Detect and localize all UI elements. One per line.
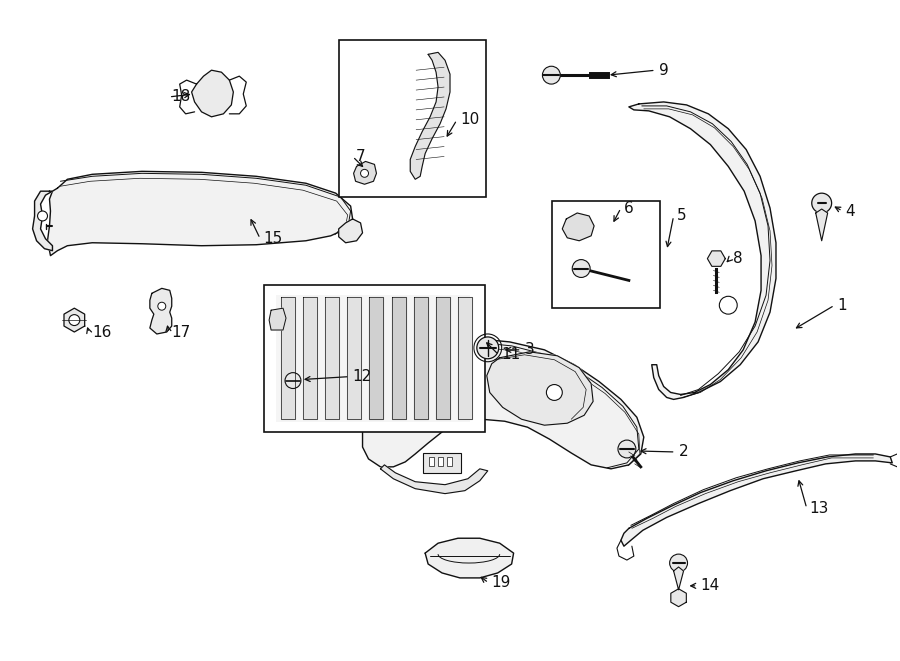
Bar [276,295,470,422]
Polygon shape [354,161,376,184]
Circle shape [572,260,590,278]
Circle shape [670,554,688,572]
Text: 10: 10 [460,112,479,128]
Polygon shape [192,70,233,117]
Text: 5: 5 [677,208,686,223]
Polygon shape [562,213,594,241]
Polygon shape [370,297,383,419]
Circle shape [719,296,737,314]
Polygon shape [487,352,593,425]
Polygon shape [673,567,683,590]
Text: 14: 14 [700,578,720,594]
Bar [338,40,486,197]
Circle shape [546,385,562,401]
Polygon shape [425,538,514,578]
Circle shape [812,193,832,213]
Bar [447,457,452,466]
Polygon shape [269,308,286,330]
Polygon shape [670,589,687,607]
Polygon shape [392,297,406,419]
Text: 7: 7 [356,149,365,164]
Text: 4: 4 [845,204,855,219]
Polygon shape [436,297,450,419]
Text: 15: 15 [263,231,283,247]
Text: 17: 17 [172,325,191,340]
Polygon shape [621,454,892,546]
Text: 18: 18 [172,89,191,104]
Polygon shape [281,297,295,419]
Polygon shape [32,191,52,251]
Circle shape [543,66,561,84]
Polygon shape [303,297,317,419]
Bar [553,201,660,308]
Polygon shape [338,219,363,243]
Text: 2: 2 [679,444,688,459]
Polygon shape [815,209,828,241]
Text: 13: 13 [810,501,829,516]
Text: 9: 9 [659,63,669,78]
Circle shape [38,211,48,221]
Polygon shape [458,297,472,419]
Text: 16: 16 [92,325,112,340]
Circle shape [158,302,166,310]
Circle shape [285,373,301,389]
Polygon shape [325,297,339,419]
Polygon shape [414,297,427,419]
Bar [423,453,461,473]
Circle shape [618,440,635,458]
Polygon shape [64,308,85,332]
Polygon shape [381,465,488,494]
Text: 1: 1 [838,297,847,313]
Bar [429,457,434,466]
Bar [265,286,485,432]
Polygon shape [410,52,450,179]
Polygon shape [363,338,644,469]
Circle shape [361,169,368,177]
Polygon shape [48,171,353,256]
Polygon shape [629,102,776,399]
Text: 6: 6 [624,200,634,215]
Circle shape [477,337,499,359]
Polygon shape [150,288,172,334]
Text: 12: 12 [353,369,372,384]
Text: 3: 3 [525,342,535,358]
Polygon shape [707,251,725,266]
Polygon shape [347,297,361,419]
Circle shape [69,315,80,325]
Text: 8: 8 [734,251,742,266]
Text: 11: 11 [501,347,521,362]
Bar [438,457,443,466]
Text: 19: 19 [491,575,511,590]
